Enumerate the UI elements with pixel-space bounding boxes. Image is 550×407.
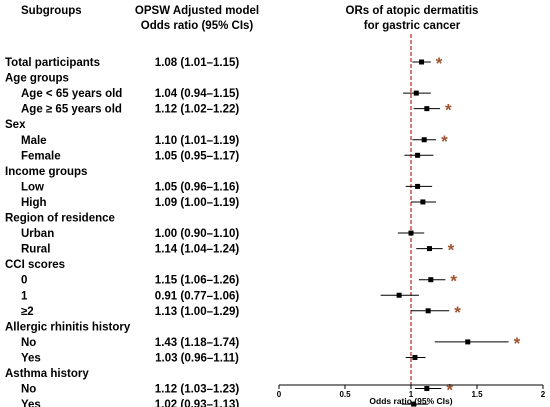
model-header-line1: OPSW Adjusted model — [135, 5, 259, 17]
odds-ratio-value: 1.03 (0.96–1.11) — [155, 352, 239, 364]
subgroup-label: No — [21, 337, 36, 349]
odds-ratio-value: 1.13 (1.00–1.29) — [155, 306, 240, 318]
group-header-label: Age groups — [5, 73, 69, 85]
subgroup-label: Total participants — [5, 57, 100, 69]
subgroup-label: Low — [21, 181, 44, 193]
group-header-label: CCI scores — [5, 259, 65, 271]
significance-asterisk: * — [436, 54, 443, 73]
point-estimate — [424, 106, 430, 112]
subgroup-label: High — [21, 197, 47, 209]
odds-ratio-value: 1.02 (0.93–1.13) — [155, 399, 240, 407]
group-header-label: Asthma history — [5, 368, 89, 380]
odds-ratio-value: 1.43 (1.18–1.74) — [155, 337, 240, 349]
subgroup-label: Yes — [21, 352, 41, 364]
odds-ratio-value: 1.10 (1.01–1.19) — [155, 135, 240, 147]
subgroup-label: 1 — [21, 290, 28, 302]
point-estimate — [415, 183, 421, 189]
point-estimate — [413, 90, 419, 96]
subgroup-label: Age < 65 years old — [21, 88, 122, 100]
significance-asterisk: * — [450, 272, 457, 291]
significance-asterisk: * — [441, 132, 448, 151]
group-header-label: Sex — [5, 119, 26, 131]
odds-ratio-value: 1.12 (1.02–1.22) — [155, 104, 240, 116]
point-estimate — [411, 401, 417, 407]
x-tick-label: 0 — [277, 390, 282, 399]
point-estimate — [425, 308, 431, 314]
significance-asterisk: * — [454, 303, 461, 322]
point-estimate — [396, 292, 402, 298]
subgroup-label: 0 — [21, 275, 27, 287]
subgroup-label: Female — [21, 150, 61, 162]
odds-ratio-value: 1.09 (1.00–1.19) — [155, 197, 240, 209]
subgroups-header: Subgroups — [21, 5, 82, 17]
subgroup-label: Yes — [21, 399, 41, 407]
point-estimate — [424, 386, 430, 392]
significance-asterisk: * — [446, 381, 453, 400]
subgroup-label: Male — [21, 135, 47, 147]
plot-title-line1: ORs of atopic dermatitis — [346, 5, 479, 17]
group-header-label: Allergic rhinitis history — [5, 321, 131, 333]
significance-asterisk: * — [448, 241, 455, 260]
x-tick-label: 2 — [541, 390, 546, 399]
odds-ratio-value: 1.00 (0.90–1.10) — [155, 228, 240, 240]
point-estimate — [419, 59, 425, 65]
group-header-label: Region of residence — [5, 213, 115, 225]
point-estimate — [421, 137, 427, 143]
subgroup-label: No — [21, 384, 36, 396]
subgroup-label: Rural — [21, 244, 50, 256]
subgroup-label: Urban — [21, 228, 54, 240]
subgroup-label: Age ≥ 65 years old — [21, 104, 122, 116]
point-estimate — [420, 199, 426, 205]
significance-asterisk: * — [445, 101, 452, 120]
odds-ratio-value: 1.04 (0.94–1.15) — [155, 88, 240, 100]
subgroup-label: ≥2 — [21, 306, 34, 318]
forest-rows: Total participants 1.08 (1.01–1.15) * Age g… — [5, 34, 521, 407]
odds-ratio-value: 1.05 (0.96–1.16) — [155, 181, 240, 193]
x-tick-label: 0.5 — [339, 390, 351, 399]
x-axis: 0 0.5 1 1.5 2 Odds ratio (95% CIs) — [277, 384, 546, 406]
significance-asterisk: * — [514, 334, 521, 353]
point-estimate — [415, 152, 421, 158]
odds-ratio-value: 1.14 (1.04–1.24) — [155, 244, 240, 256]
point-estimate — [426, 246, 432, 252]
point-estimate — [412, 354, 418, 360]
model-header-line2: Odds ratio (95% CIs) — [141, 20, 254, 32]
odds-ratio-value: 0.91 (0.77–1.06) — [155, 290, 240, 302]
x-tick-label: 1.5 — [471, 390, 483, 399]
point-estimate — [408, 230, 414, 236]
plot-title-line2: for gastric cancer — [364, 20, 461, 32]
odds-ratio-value: 1.08 (1.01–1.15) — [155, 57, 240, 69]
point-estimate — [428, 277, 434, 283]
odds-ratio-value: 1.15 (1.06–1.26) — [155, 275, 240, 287]
x-axis-label: Odds ratio (95% CIs) — [369, 396, 452, 406]
x-tick-label: 1 — [409, 390, 414, 399]
odds-ratio-value: 1.05 (0.95–1.17) — [155, 150, 240, 162]
odds-ratio-value: 1.12 (1.03–1.23) — [155, 384, 240, 396]
point-estimate — [465, 339, 471, 345]
group-header-label: Income groups — [5, 166, 87, 178]
